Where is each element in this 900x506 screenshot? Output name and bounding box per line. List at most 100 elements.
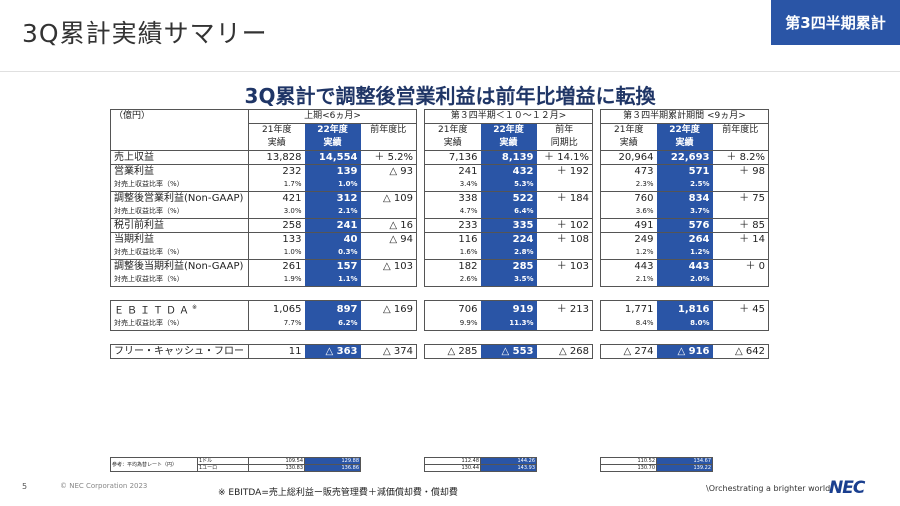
spacer-cell bbox=[361, 458, 369, 465]
value-cell: ＋ 14 bbox=[712, 232, 769, 246]
value-cell: 2.8% bbox=[480, 246, 537, 260]
page-title: 3Q累計実績サマリー bbox=[22, 19, 268, 48]
value-cell: ＋ 184 bbox=[536, 191, 593, 205]
value-cell: ＋ 75 bbox=[712, 191, 769, 205]
fx-value: 130.83 bbox=[248, 464, 305, 472]
spacer-cell bbox=[593, 246, 601, 260]
spacer-cell bbox=[593, 273, 601, 287]
table-row: 調整後営業利益(Non-GAAP) 421 312 △ 109 338 522 ＋ 184 7… bbox=[110, 191, 769, 206]
fx-value: 136.86 bbox=[304, 464, 361, 472]
row-label: 税引前利益 bbox=[110, 218, 249, 233]
column-header bbox=[360, 137, 417, 151]
column-header bbox=[712, 137, 769, 151]
financial-table: （億円） 上期<6ヵ月> 第３四半期＜１０～１２月> 第３四半期累計期間 <9ヵ月> 2… bbox=[110, 109, 769, 372]
ratio-label: 対売上収益比率（%） bbox=[110, 317, 249, 332]
value-cell: 2.0% bbox=[656, 273, 713, 287]
value-cell: 571 bbox=[656, 164, 713, 178]
value-cell bbox=[360, 317, 417, 332]
value-cell: 6.2% bbox=[304, 317, 361, 332]
value-cell: 264 bbox=[656, 232, 713, 246]
spacer-cell bbox=[593, 137, 601, 151]
value-cell: 182 bbox=[424, 259, 481, 273]
value-cell: 1.2% bbox=[600, 246, 657, 260]
spacer-cell bbox=[417, 192, 425, 206]
row-label: フリー・キャッシュ・フロー bbox=[110, 344, 249, 360]
spacer-cell bbox=[361, 465, 369, 472]
ratio-label: 対売上収益比率（%） bbox=[110, 246, 249, 260]
spacer-cell bbox=[593, 151, 601, 165]
spacer-cell bbox=[417, 273, 425, 287]
ratio-row: 対売上収益比率（%） 3.0% 2.1% 4.7% 6.4% 3.6% 3.7% bbox=[110, 205, 769, 219]
fx-value: 139.22 bbox=[656, 464, 713, 472]
value-cell: 1.6% bbox=[424, 246, 481, 260]
value-cell bbox=[360, 273, 417, 287]
ratio-label: 対売上収益比率（%） bbox=[110, 178, 249, 192]
period-header: 第３四半期累計期間 <9ヵ月> bbox=[600, 109, 769, 124]
value-cell: 258 bbox=[248, 218, 305, 233]
value-cell: 421 bbox=[248, 191, 305, 205]
table-row: 調整後当期利益(Non-GAAP) 261 157 △ 103 182 285 ＋ 103 4… bbox=[110, 259, 769, 273]
value-cell: 3.4% bbox=[424, 178, 481, 192]
value-cell: ＋ 85 bbox=[712, 218, 769, 233]
value-cell: 261 bbox=[248, 259, 305, 273]
spacer-cell bbox=[369, 458, 425, 465]
value-cell: 139 bbox=[304, 164, 361, 178]
value-cell: ＋ 103 bbox=[536, 259, 593, 273]
value-cell: 2.5% bbox=[656, 178, 713, 192]
spacer-cell bbox=[537, 458, 545, 465]
value-cell: 760 bbox=[600, 191, 657, 205]
column-header: 実績 bbox=[480, 137, 537, 151]
value-cell bbox=[712, 246, 769, 260]
fx-value: 130.44 bbox=[424, 464, 481, 472]
value-cell bbox=[712, 273, 769, 287]
value-cell: 3.5% bbox=[480, 273, 537, 287]
value-cell bbox=[360, 178, 417, 192]
value-cell: 897 bbox=[304, 300, 361, 318]
row-label: 営業利益 bbox=[110, 164, 249, 178]
spacer-cell bbox=[417, 246, 425, 260]
column-header-row: 実績 実績 実績 実績 同期比 実績 実績 bbox=[110, 137, 769, 151]
value-cell: 2.1% bbox=[304, 205, 361, 219]
fx-value: 144.26 bbox=[480, 457, 537, 465]
value-cell: △ 274 bbox=[600, 344, 657, 360]
value-cell: 576 bbox=[656, 218, 713, 233]
column-header: 実績 bbox=[248, 137, 305, 151]
value-cell: ＋ 102 bbox=[536, 218, 593, 233]
value-cell: ＋ 213 bbox=[536, 300, 593, 318]
value-cell: 312 bbox=[304, 191, 361, 205]
spacer-cell bbox=[417, 137, 425, 151]
section-badge: 第3四半期累計 bbox=[771, 0, 900, 45]
value-cell: 3.6% bbox=[600, 205, 657, 219]
summary-table: （億円） 上期<6ヵ月> 第３四半期＜１０～１２月> 第３四半期累計期間 <9ヵ月> 2… bbox=[110, 109, 769, 372]
value-cell bbox=[360, 246, 417, 260]
spacer-cell bbox=[593, 124, 601, 138]
value-cell bbox=[712, 317, 769, 332]
value-cell: △ 94 bbox=[360, 232, 417, 246]
value-cell: △ 642 bbox=[712, 344, 769, 360]
column-header: 前年 bbox=[536, 123, 593, 137]
period-header-row: （億円） 上期<6ヵ月> 第３四半期＜１０～１２月> 第３四半期累計期間 <9ヵ月> bbox=[110, 109, 769, 124]
spacer-cell bbox=[417, 233, 425, 247]
spacer-cell bbox=[417, 301, 425, 318]
column-header: 前年度比 bbox=[712, 123, 769, 137]
value-cell: 20,964 bbox=[600, 150, 657, 165]
column-header: 前年度比 bbox=[360, 123, 417, 137]
value-cell: 338 bbox=[424, 191, 481, 205]
fx-value: 143.93 bbox=[480, 464, 537, 472]
value-cell: 834 bbox=[656, 191, 713, 205]
spacer-cell bbox=[417, 205, 425, 219]
value-cell: 335 bbox=[480, 218, 537, 233]
spacer-cell bbox=[593, 233, 601, 247]
value-cell: △ 553 bbox=[480, 344, 537, 360]
ratio-row: 対売上収益比率（%） 1.7% 1.0% 3.4% 5.3% 2.3% 2.5% bbox=[110, 178, 769, 192]
header-blank bbox=[110, 123, 249, 137]
fx-value: 129.88 bbox=[304, 457, 361, 465]
spacer-cell bbox=[593, 301, 601, 318]
header-divider bbox=[0, 71, 900, 72]
value-cell: 11.3% bbox=[480, 317, 537, 332]
value-cell: 7.7% bbox=[248, 317, 305, 332]
value-cell: 11 bbox=[248, 344, 305, 360]
value-cell: ＋ 14.1% bbox=[536, 150, 593, 165]
value-cell bbox=[536, 273, 593, 287]
spacer-cell bbox=[417, 124, 425, 138]
